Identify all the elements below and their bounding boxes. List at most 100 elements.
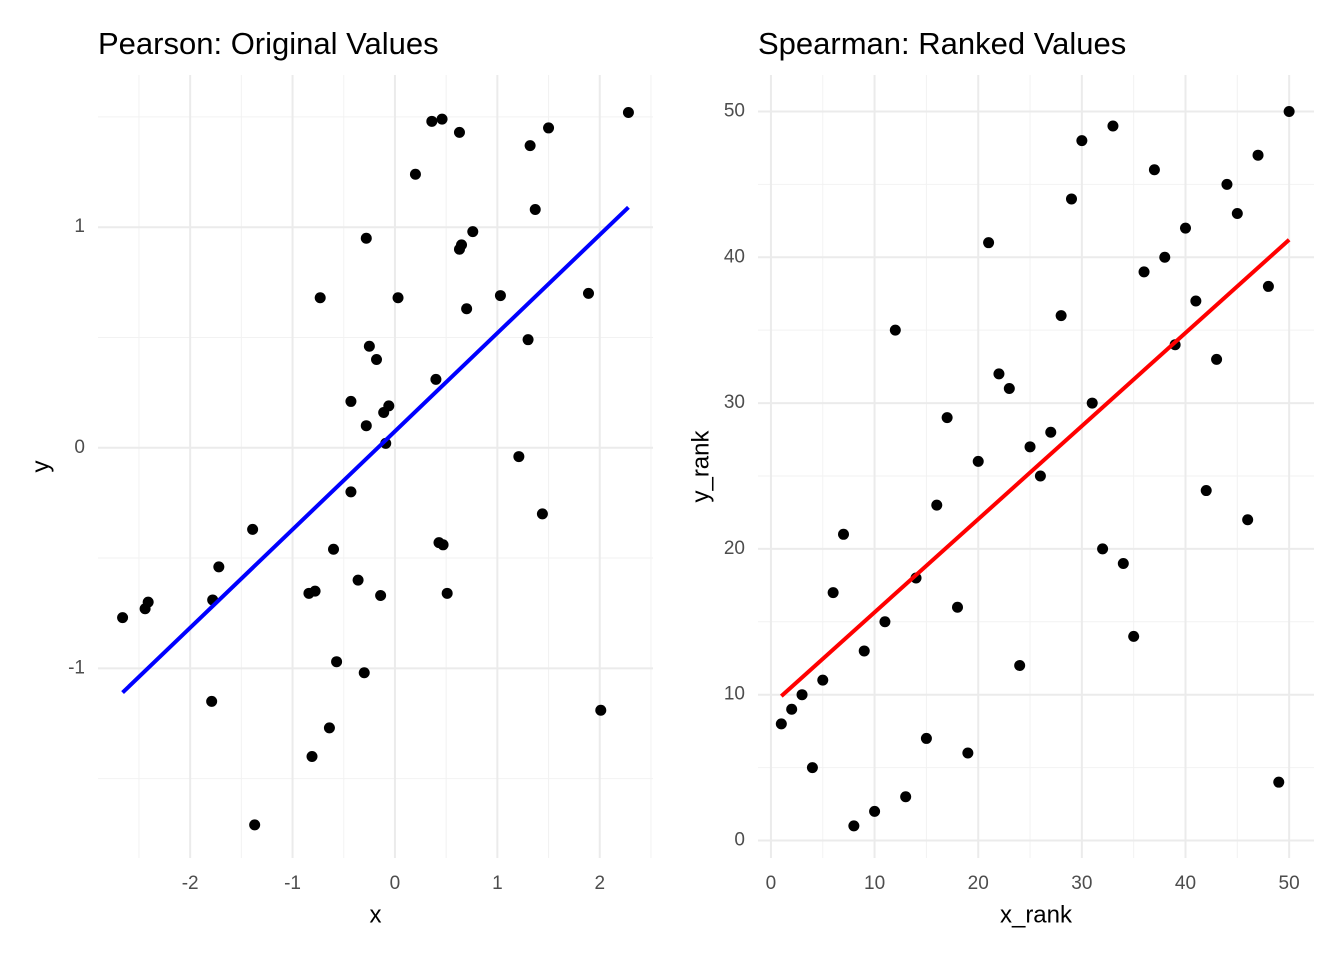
point bbox=[1014, 660, 1026, 672]
point bbox=[513, 451, 525, 463]
point bbox=[962, 747, 974, 759]
point bbox=[352, 574, 364, 586]
x-tick-label: 0 bbox=[390, 873, 401, 894]
point bbox=[972, 455, 984, 467]
x-tick-label: 20 bbox=[968, 873, 989, 894]
x-tick-label: 50 bbox=[1279, 873, 1300, 894]
chart-title: Spearman: Ranked Values bbox=[758, 26, 1126, 61]
point bbox=[786, 703, 798, 715]
point bbox=[1097, 543, 1109, 555]
point bbox=[1262, 280, 1274, 292]
point bbox=[1138, 266, 1150, 278]
y-tick-label: 40 bbox=[724, 246, 745, 267]
point bbox=[392, 292, 404, 304]
point bbox=[817, 674, 829, 686]
point bbox=[1242, 514, 1254, 526]
point bbox=[1076, 135, 1088, 147]
y-tick-label: 1 bbox=[74, 216, 85, 237]
point bbox=[1107, 120, 1119, 132]
point bbox=[1045, 426, 1057, 438]
x-tick-label: -2 bbox=[182, 873, 199, 894]
point bbox=[951, 601, 963, 613]
point bbox=[806, 762, 818, 774]
point bbox=[889, 324, 901, 336]
point bbox=[249, 819, 261, 831]
point bbox=[1190, 295, 1202, 307]
point bbox=[142, 596, 154, 608]
point bbox=[858, 645, 870, 657]
point bbox=[1003, 382, 1015, 394]
point bbox=[1159, 251, 1171, 263]
point bbox=[247, 523, 259, 535]
point bbox=[900, 791, 912, 803]
x-tick-label: -1 bbox=[284, 873, 301, 894]
point bbox=[213, 561, 225, 573]
point bbox=[522, 334, 534, 346]
point bbox=[117, 612, 129, 624]
point bbox=[371, 354, 383, 366]
x-tick-label: 1 bbox=[492, 873, 503, 894]
point bbox=[1200, 485, 1212, 497]
point bbox=[1179, 222, 1191, 234]
chart-title: Pearson: Original Values bbox=[98, 26, 439, 61]
point bbox=[536, 508, 548, 520]
x-tick-label: 30 bbox=[1071, 873, 1092, 894]
point bbox=[314, 292, 326, 304]
point bbox=[375, 590, 387, 602]
point bbox=[879, 616, 891, 628]
x-tick-label: 10 bbox=[864, 873, 885, 894]
y-axis-title: y bbox=[27, 461, 54, 473]
point bbox=[1128, 630, 1140, 642]
point bbox=[775, 718, 787, 730]
point bbox=[436, 113, 448, 125]
point bbox=[848, 820, 860, 832]
x-tick-label: 0 bbox=[766, 873, 777, 894]
point bbox=[360, 420, 372, 432]
point bbox=[837, 528, 849, 540]
y-tick-label: 30 bbox=[724, 392, 745, 413]
point bbox=[363, 340, 375, 352]
point bbox=[543, 122, 555, 134]
point bbox=[582, 287, 594, 299]
y-tick-label: 50 bbox=[724, 100, 745, 121]
point bbox=[1086, 397, 1098, 409]
point bbox=[409, 168, 421, 180]
point bbox=[1024, 441, 1036, 453]
point bbox=[383, 400, 395, 412]
point bbox=[1211, 353, 1223, 365]
point bbox=[1283, 105, 1295, 117]
fit-line bbox=[121, 205, 630, 695]
point bbox=[206, 695, 218, 707]
point bbox=[430, 373, 442, 385]
point bbox=[622, 106, 634, 118]
x-tick-label: 40 bbox=[1175, 873, 1196, 894]
fit-line bbox=[779, 238, 1291, 698]
point bbox=[309, 585, 321, 597]
point bbox=[494, 290, 506, 302]
point bbox=[869, 805, 881, 817]
point bbox=[1034, 470, 1046, 482]
y-tick-label: 0 bbox=[74, 437, 85, 458]
point bbox=[983, 237, 995, 249]
x-axis-title: x_rank bbox=[1000, 901, 1073, 928]
point bbox=[931, 499, 943, 511]
point bbox=[331, 656, 343, 668]
point bbox=[467, 226, 479, 238]
point bbox=[1065, 193, 1077, 205]
point bbox=[529, 204, 541, 216]
point bbox=[1221, 178, 1233, 190]
point bbox=[441, 587, 453, 599]
point bbox=[1117, 557, 1129, 569]
point bbox=[1231, 208, 1243, 220]
point bbox=[456, 239, 468, 251]
y-tick-label: 20 bbox=[724, 538, 745, 559]
point bbox=[345, 395, 357, 407]
point bbox=[328, 543, 340, 555]
point bbox=[1273, 776, 1285, 788]
point bbox=[920, 732, 932, 744]
point bbox=[595, 704, 607, 716]
y-tick-label: 10 bbox=[724, 684, 745, 705]
point bbox=[1148, 164, 1160, 176]
